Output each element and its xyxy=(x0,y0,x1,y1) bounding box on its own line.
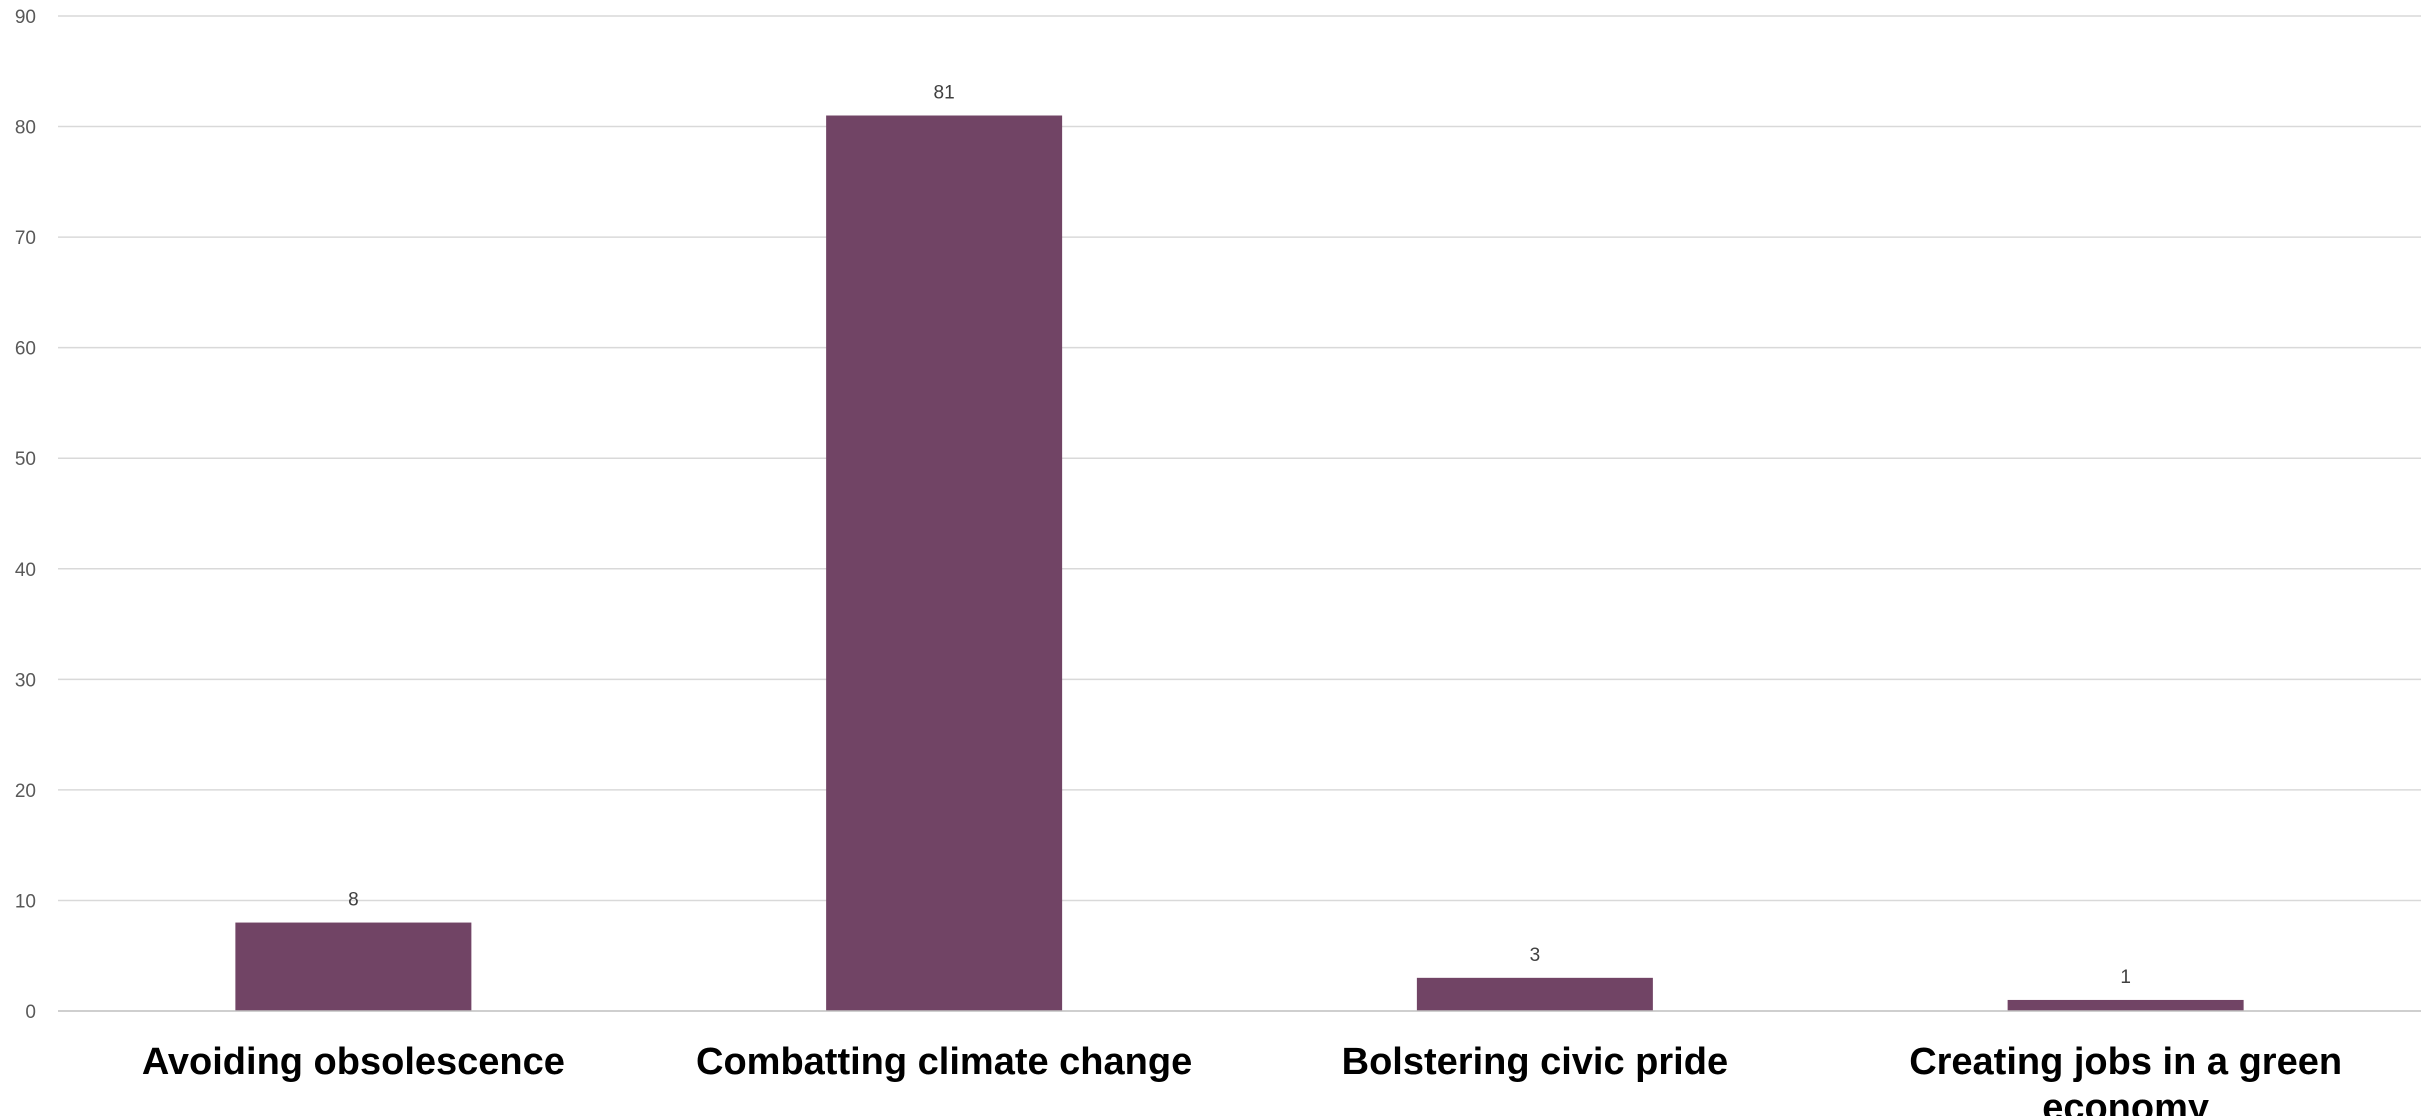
data-label: 1 xyxy=(2120,967,2131,988)
gridlines xyxy=(58,15,2421,902)
x-tick-label: Combatting climate change xyxy=(696,1041,1192,1083)
y-axis-ticks: 0 10 20 30 40 50 60 70 80 90 xyxy=(15,7,36,1023)
y-tick-label: 40 xyxy=(15,560,36,581)
bar xyxy=(1416,977,1653,1011)
data-label: 3 xyxy=(1530,945,1541,966)
y-tick-label: 70 xyxy=(15,228,36,249)
x-tick-label-line: Avoiding obsolescence xyxy=(142,1041,565,1083)
x-axis-categories: Avoiding obsolescence Combatting climate … xyxy=(142,1041,2342,1116)
y-tick-label: 20 xyxy=(15,781,36,802)
y-tick-label: 90 xyxy=(15,7,36,28)
x-tick-label-line: Creating jobs in a green xyxy=(1909,1041,2342,1083)
x-tick-label: Avoiding obsolescence xyxy=(142,1041,565,1083)
bar xyxy=(2007,999,2244,1011)
bar xyxy=(826,115,1063,1011)
x-tick-label: Bolstering civic pride xyxy=(1342,1041,1728,1083)
bar xyxy=(235,922,472,1011)
y-tick-label: 10 xyxy=(15,891,36,912)
y-tick-label: 80 xyxy=(15,118,36,139)
bars xyxy=(235,115,2244,1011)
x-tick-label-line: Bolstering civic pride xyxy=(1342,1041,1728,1083)
y-tick-label: 50 xyxy=(15,449,36,470)
y-tick-label: 30 xyxy=(15,670,36,691)
x-tick-label-line: Combatting climate change xyxy=(696,1041,1192,1083)
data-label: 81 xyxy=(934,83,955,104)
data-labels: 8 81 3 1 xyxy=(348,83,2131,988)
data-label: 8 xyxy=(348,890,359,911)
y-tick-label: 60 xyxy=(15,339,36,360)
y-tick-label: 0 xyxy=(25,1002,36,1023)
x-tick-label: Creating jobs in a green economy xyxy=(1909,1041,2342,1116)
x-tick-label-line: economy xyxy=(2042,1087,2209,1116)
